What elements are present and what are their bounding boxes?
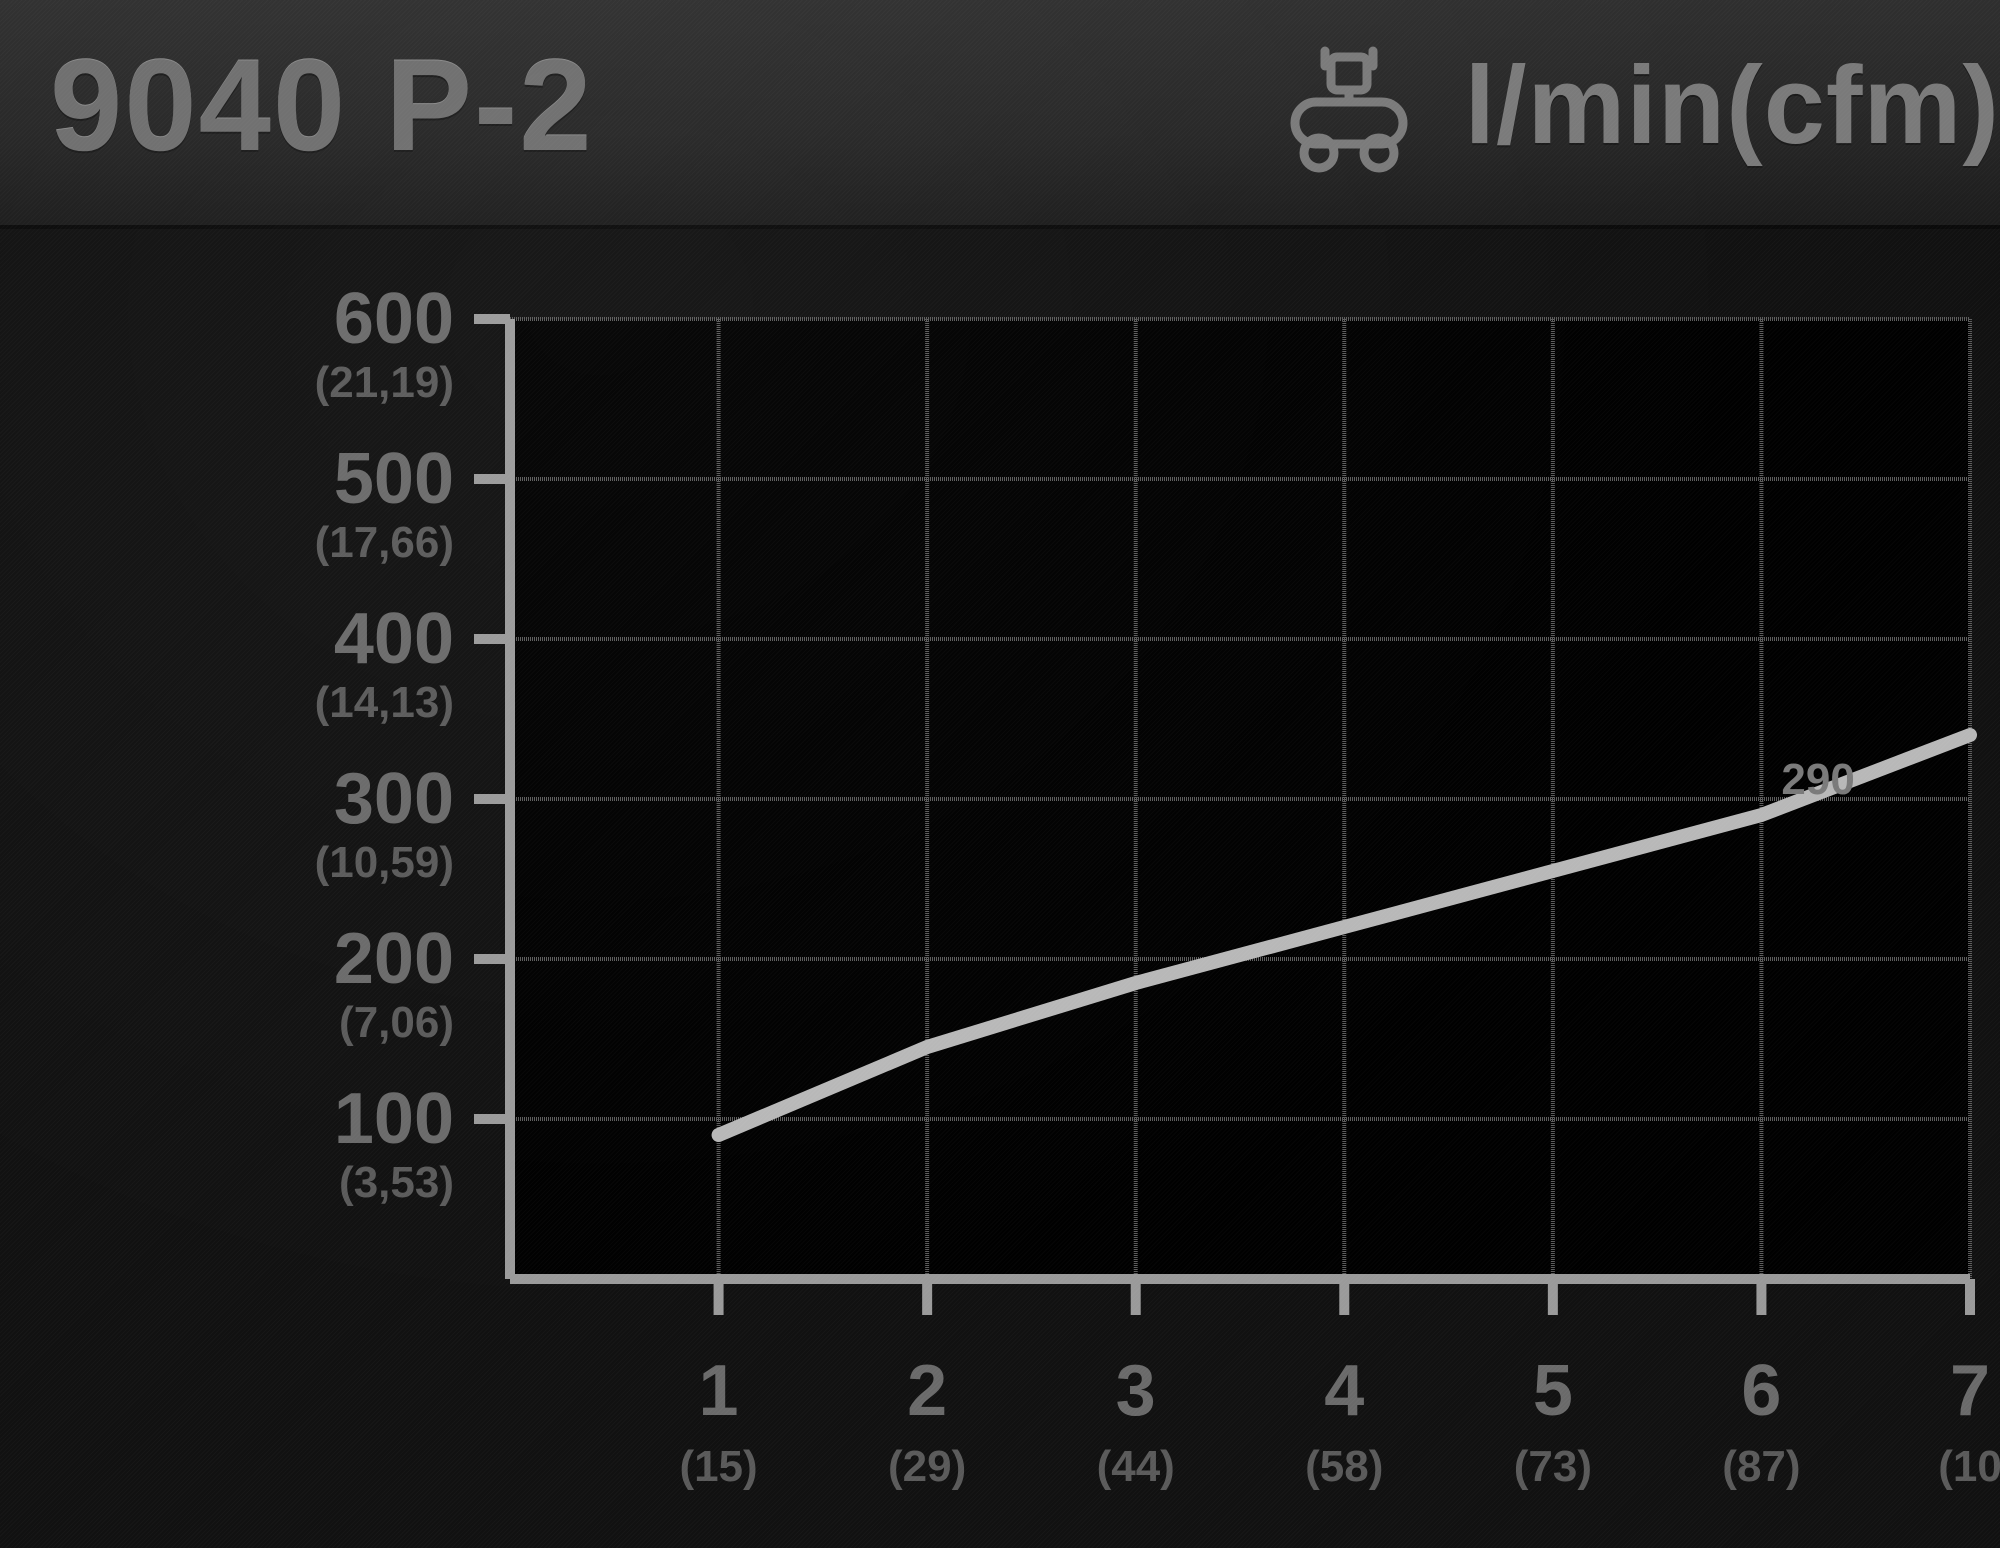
header-bar: 9040 P-2 l/min(cfm) <box>0 0 2000 229</box>
x-tick-sublabel: (44) <box>1056 1445 1216 1489</box>
flow-chart: 600(21,19)500(17,66)400(14,13)300(10,59)… <box>40 289 1980 1529</box>
x-tick-sublabel: (15) <box>639 1445 799 1489</box>
x-tick: 2 (29) <box>847 1355 1007 1489</box>
y-tick-sublabel: (17,66) <box>74 521 454 565</box>
x-tick: 5 (73) <box>1473 1355 1633 1489</box>
x-tick-label: 6 <box>1681 1355 1841 1427</box>
y-tick-sublabel: (21,19) <box>74 361 454 405</box>
unit-label: l/min(cfm) <box>1464 42 2000 169</box>
x-tick-sublabel: (73) <box>1473 1445 1633 1489</box>
y-tick-sublabel: (3,53) <box>74 1161 454 1205</box>
series-point-label: 290 <box>1781 755 1854 805</box>
x-tick-sublabel: (87) <box>1681 1445 1841 1489</box>
y-tick: 400 (14,13) <box>74 603 454 725</box>
y-tick-label: 600 <box>74 283 454 355</box>
model-title: 9040 P-2 <box>50 30 594 180</box>
x-tick-label: 7 <box>1890 1355 2000 1427</box>
x-tick: 6 (87) <box>1681 1355 1841 1489</box>
x-tick-label: 2 <box>847 1355 1007 1427</box>
page: 9040 P-2 l/min(cfm) <box>0 0 2000 1548</box>
compressor-icon <box>1274 30 1424 180</box>
chart-body: 600 (21,19) 500 (17,66) 400 (14,13) 300 (10,59)… <box>0 229 2000 1548</box>
y-tick: 200 (7,06) <box>74 923 454 1045</box>
x-tick: 4 (58) <box>1264 1355 1424 1489</box>
y-tick: 100 (3,53) <box>74 1083 454 1205</box>
y-tick-label: 300 <box>74 763 454 835</box>
x-tick-label: 5 <box>1473 1355 1633 1427</box>
y-tick-label: 100 <box>74 1083 454 1155</box>
y-tick-sublabel: (7,06) <box>74 1001 454 1045</box>
x-tick: 7(10 <box>1890 1355 2000 1489</box>
y-tick-label: 400 <box>74 603 454 675</box>
x-tick-sublabel: (58) <box>1264 1445 1424 1489</box>
y-tick: 600 (21,19) <box>74 283 454 405</box>
y-tick-sublabel: (10,59) <box>74 841 454 885</box>
y-tick-sublabel: (14,13) <box>74 681 454 725</box>
unit-block: l/min(cfm) <box>1274 30 2000 180</box>
x-tick-label: 1 <box>639 1355 799 1427</box>
x-tick: 1 (15) <box>639 1355 799 1489</box>
y-tick-label: 200 <box>74 923 454 995</box>
x-tick-sublabel: (10 <box>1890 1445 2000 1489</box>
y-tick-label: 500 <box>74 443 454 515</box>
x-tick-label: 3 <box>1056 1355 1216 1427</box>
y-tick: 500 (17,66) <box>74 443 454 565</box>
x-tick-label: 4 <box>1264 1355 1424 1427</box>
x-tick: 3 (44) <box>1056 1355 1216 1489</box>
x-tick-sublabel: (29) <box>847 1445 1007 1489</box>
y-tick: 300 (10,59) <box>74 763 454 885</box>
